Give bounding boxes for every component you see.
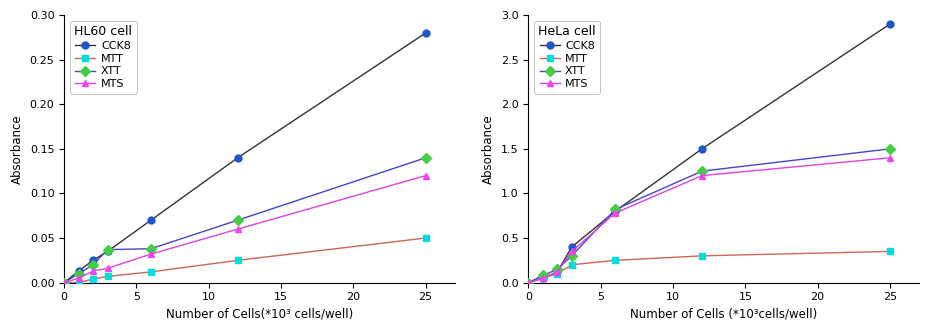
XTT — [551, 267, 563, 271]
MTS — [420, 174, 432, 178]
Line: MTS: MTS — [60, 172, 429, 286]
MTS — [697, 174, 708, 178]
XTT — [59, 281, 70, 285]
CCK8 — [538, 276, 549, 280]
XTT — [87, 263, 99, 267]
Line: CCK8: CCK8 — [525, 21, 894, 286]
XTT — [102, 248, 113, 252]
CCK8 — [551, 270, 563, 274]
MTS — [59, 281, 70, 285]
MTT — [523, 281, 534, 285]
XTT — [566, 254, 578, 258]
Line: MTT: MTT — [525, 248, 894, 286]
MTS — [102, 266, 113, 270]
XTT — [73, 272, 85, 276]
MTT — [697, 254, 708, 258]
CCK8 — [609, 209, 620, 213]
Line: XTT: XTT — [60, 154, 429, 286]
MTT — [87, 277, 99, 281]
MTT — [420, 236, 432, 240]
Legend: CCK8, MTT, XTT, MTS: CCK8, MTT, XTT, MTS — [70, 21, 137, 94]
CCK8 — [232, 156, 244, 160]
CCK8 — [102, 249, 113, 253]
XTT — [523, 281, 534, 285]
MTS — [523, 281, 534, 285]
XTT — [232, 218, 244, 222]
XTT — [145, 247, 156, 251]
XTT — [538, 274, 549, 278]
MTS — [884, 156, 896, 160]
Line: MTS: MTS — [525, 154, 894, 286]
MTT — [232, 258, 244, 262]
Y-axis label: Absorbance: Absorbance — [483, 114, 496, 184]
X-axis label: Number of Cells (*10³cells/well): Number of Cells (*10³cells/well) — [630, 308, 817, 321]
MTT — [884, 249, 896, 253]
CCK8 — [523, 281, 534, 285]
MTS — [87, 269, 99, 273]
MTT — [609, 258, 620, 262]
CCK8 — [145, 218, 156, 222]
MTS — [551, 270, 563, 274]
MTT — [59, 281, 70, 285]
CCK8 — [884, 22, 896, 26]
CCK8 — [697, 147, 708, 151]
CCK8 — [420, 31, 432, 35]
MTT — [73, 281, 85, 285]
XTT — [697, 169, 708, 173]
MTS — [145, 252, 156, 256]
XTT — [420, 156, 432, 160]
Y-axis label: Absorbance: Absorbance — [11, 114, 24, 184]
CCK8 — [87, 258, 99, 262]
CCK8 — [73, 269, 85, 273]
Line: XTT: XTT — [525, 145, 894, 286]
MTS — [232, 227, 244, 231]
CCK8 — [59, 281, 70, 285]
XTT — [609, 208, 620, 211]
Line: CCK8: CCK8 — [60, 30, 429, 286]
CCK8 — [566, 245, 578, 249]
MTT — [551, 272, 563, 276]
MTT — [145, 270, 156, 274]
MTS — [538, 276, 549, 280]
X-axis label: Number of Cells(*10³ cells/well): Number of Cells(*10³ cells/well) — [166, 308, 353, 321]
MTT — [566, 263, 578, 267]
MTT — [538, 276, 549, 280]
Line: MTT: MTT — [60, 234, 429, 286]
MTS — [609, 211, 620, 215]
MTT — [102, 274, 113, 278]
MTS — [73, 276, 85, 280]
MTS — [566, 249, 578, 253]
XTT — [884, 147, 896, 151]
Legend: CCK8, MTT, XTT, MTS: CCK8, MTT, XTT, MTS — [534, 21, 601, 94]
